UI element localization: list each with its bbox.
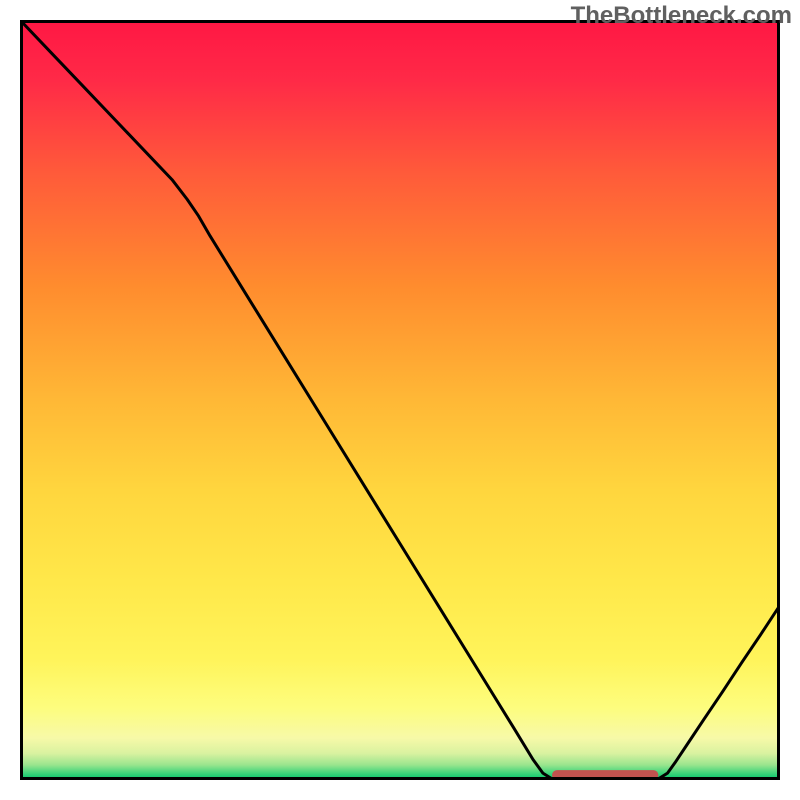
chart-container: TheBottleneck.com: [0, 0, 800, 800]
chart-svg: [0, 0, 800, 800]
gradient-background: [20, 20, 780, 780]
